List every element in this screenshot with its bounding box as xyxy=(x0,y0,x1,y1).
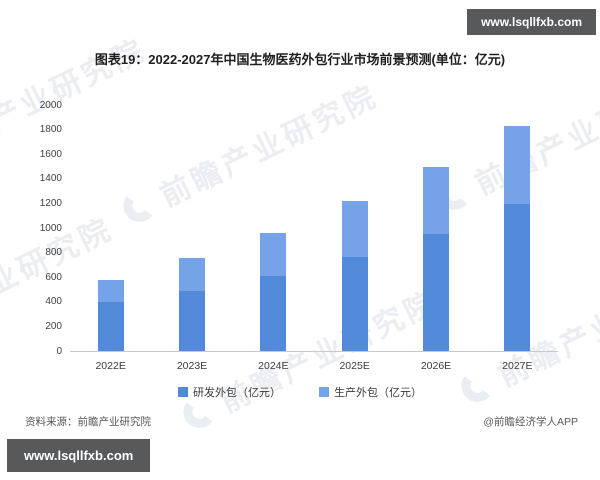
bar-segment-rd-outsourcing-2023E xyxy=(179,291,205,351)
legend-item-production-outsourcing: 生产外包（亿元） xyxy=(319,384,422,400)
legend-label: 研发外包（亿元） xyxy=(193,387,281,399)
y-axis-tick-label: 1600 xyxy=(39,148,62,160)
x-axis-label-2023E: 2023E xyxy=(176,360,208,372)
bar-segment-production-outsourcing-2023E xyxy=(179,257,205,292)
legend-marker-icon xyxy=(178,387,188,397)
bar-segment-rd-outsourcing-2022E xyxy=(97,301,124,351)
y-axis-tick-label: 400 xyxy=(45,296,62,308)
y-axis-tick-label: 200 xyxy=(45,320,62,332)
chart-legend: 研发外包（亿元） 生产外包（亿元） xyxy=(0,384,600,400)
y-axis-tick-label: 800 xyxy=(45,247,62,259)
bar-segment-production-outsourcing-2022E xyxy=(97,279,124,302)
watermark-url-text: www.lsqllfxb.com xyxy=(481,15,582,29)
bar-segment-rd-outsourcing-2024E xyxy=(260,275,287,351)
x-axis-label-2027E: 2027E xyxy=(502,360,533,372)
watermark-url-badge-top: www.lsqllfxb.com xyxy=(467,9,596,35)
source-note: 资料来源：前瞻产业研究院 xyxy=(25,416,151,428)
bar-segment-production-outsourcing-2025E xyxy=(341,200,368,257)
legend-item-rd-outsourcing: 研发外包（亿元） xyxy=(178,384,281,400)
x-axis-line xyxy=(70,351,558,352)
bar-segment-rd-outsourcing-2026E xyxy=(423,233,449,351)
y-axis-tick-label: 1800 xyxy=(39,124,62,136)
x-axis-label-2026E: 2026E xyxy=(420,360,452,372)
y-axis-tick-label: 0 xyxy=(56,345,62,357)
bar-segment-production-outsourcing-2024E xyxy=(260,232,287,276)
y-axis-tick-label: 1400 xyxy=(39,173,62,185)
watermark-url-badge-bottom: www.lsqllfxb.com xyxy=(7,439,151,472)
bar-segment-production-outsourcing-2027E xyxy=(504,125,531,204)
bar-segment-rd-outsourcing-2025E xyxy=(341,256,368,351)
legend-marker-icon xyxy=(319,387,329,397)
chart-title: 图表19：2022-2027年中国生物医药外包行业市场前景预测(单位：亿元) xyxy=(94,52,506,67)
y-axis-tick-label: 600 xyxy=(45,271,62,283)
y-axis-tick-label: 1000 xyxy=(39,222,62,234)
bar-segment-rd-outsourcing-2027E xyxy=(504,204,531,351)
watermark-url-text: www.lsqllfxb.com xyxy=(24,448,134,463)
legend-label: 生产外包（亿元） xyxy=(334,387,422,399)
x-axis-label-2025E: 2025E xyxy=(339,360,370,372)
y-axis-tick-label: 2000 xyxy=(39,99,62,111)
x-axis-label-2024E: 2024E xyxy=(258,360,289,372)
credit-note: @前瞻经济学人APP xyxy=(483,416,578,428)
x-axis-label-2022E: 2022E xyxy=(95,360,126,372)
y-axis-tick-label: 1200 xyxy=(39,197,62,209)
bar-segment-production-outsourcing-2026E xyxy=(423,166,449,234)
